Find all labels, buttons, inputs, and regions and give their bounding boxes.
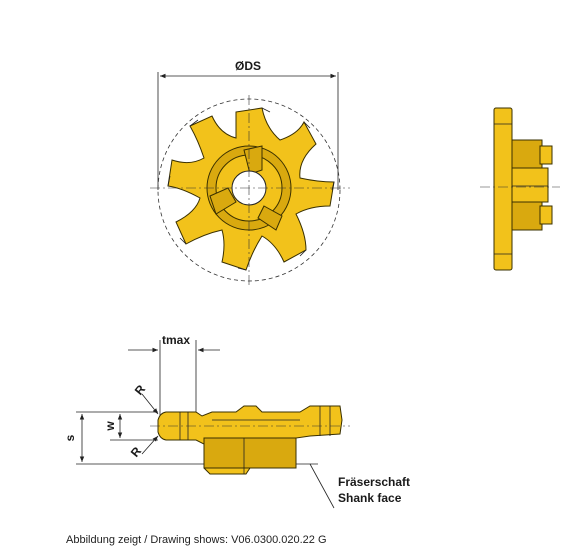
side-tab-bottom	[539, 205, 553, 225]
radius-top-label: R	[132, 382, 149, 398]
radius-bottom-label: R	[128, 444, 145, 460]
radius-bottom-leader	[141, 435, 159, 455]
side-tab-top	[539, 145, 553, 165]
rib-top	[243, 145, 263, 175]
detail-view: tmax R R w s Fräserschaft Shank face	[63, 333, 410, 509]
thickness-label: s	[63, 434, 77, 441]
rib-right	[257, 205, 283, 231]
side-view	[480, 107, 560, 271]
radius-top-leader	[141, 393, 159, 415]
rib-left	[209, 187, 237, 215]
tmax-label: tmax	[162, 333, 190, 347]
lobe-edge-details	[167, 107, 335, 271]
drawing-caption: Abbildung zeigt / Drawing shows: V06.030…	[66, 534, 327, 546]
front-view: ØDS	[150, 59, 350, 285]
shank-label-en: Shank face	[338, 491, 402, 505]
width-label: w	[103, 421, 117, 432]
side-flange	[493, 107, 513, 271]
detail-hub	[203, 437, 297, 469]
shank-face-leader	[309, 463, 335, 509]
ds-label: ØDS	[235, 59, 261, 73]
shank-label-de: Fräserschaft	[338, 475, 410, 489]
side-core	[511, 167, 549, 203]
